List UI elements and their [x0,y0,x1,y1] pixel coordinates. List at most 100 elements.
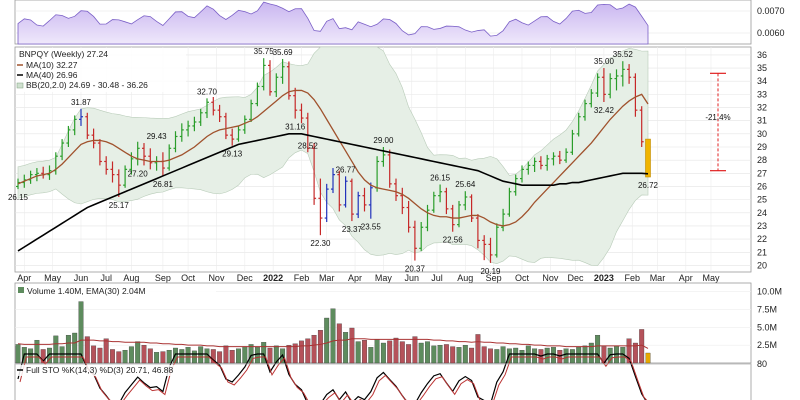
ohlc-bar [312,143,317,205]
legend-ma40: MA(40) 26.96 [26,70,78,80]
volume-bar [217,351,223,364]
last-bar-body [645,138,651,178]
volume-bar [588,342,594,364]
volume-panel: 10.0M 7.5M 5.0M 2.5M Volume 1.40M, EMA(30) … [14,282,782,364]
volume-bar [34,339,40,364]
ohlc-bar [494,223,499,258]
price-tick-label: 30 [757,129,767,139]
price-annotation: 32.42 [594,106,615,115]
ohlc-bar [318,178,323,236]
ohlc-bar [305,112,310,153]
ohlc-bar [526,161,531,175]
ohlc-bar [91,128,96,149]
x-axis-label: Sep [486,273,502,283]
ohlc-bar [337,170,342,212]
x-axis-label: Oct [181,273,196,283]
volume-bar [450,346,456,364]
x-axis-label: Jun [404,273,419,283]
volume-bar [135,341,141,364]
x-axis-label: Mar [319,273,335,283]
price-annotation: 26.81 [153,180,174,189]
top-panel: 0.0070 0.0060 [14,0,785,45]
volume-bar [380,342,386,364]
legend-bb: BB(20,2.0) 24.69 - 30.48 - 36.26 [26,80,148,90]
ohlc-bar [576,112,581,137]
volume-bar [481,346,487,364]
ohlc-bar [488,237,493,263]
x-axis-label: Apr [348,273,362,283]
price-tick-label: 32 [757,103,767,113]
ohlc-bars [16,58,651,263]
x-axis-label: Dec [237,273,254,283]
x-axis-label: May [702,273,720,283]
ohlc-bar [545,154,550,171]
volume-bar [15,344,21,364]
ohlc-bar [349,178,354,222]
x-axis-label: May [375,273,393,283]
volume-bar [311,334,317,364]
ohlc-bar [583,99,587,121]
volume-bar [500,346,506,364]
legend-symbol: BNPQY (Weekly) 27.24 [19,49,108,59]
volume-bar [387,340,393,364]
volume-bar [393,337,399,364]
ohlc-bar [299,103,304,124]
ohlc-bar [356,191,361,219]
ohlc-bar [167,144,172,171]
price-tick-label: 20 [757,260,767,270]
volume-bar [437,344,443,364]
x-axis-label: Jul [100,273,112,283]
volume-bar [418,342,424,364]
ohlc-bar [595,73,600,97]
price-annotation: 32.70 [197,87,218,96]
volume-bar [166,349,172,364]
volume-bar [185,347,191,364]
price-annotation: 26.77 [336,165,357,174]
volume-bar [160,351,166,364]
volume-bar [141,344,147,364]
volume-bar [128,346,134,364]
price-annotation: 22.30 [310,239,331,248]
volume-bar [84,336,90,364]
volume-bar [154,352,160,364]
volume-bar [469,347,475,364]
price-annotation: 26.15 [430,174,451,183]
volume-bar [336,323,342,364]
ohlc-bar [104,156,109,175]
volume-bar [97,347,103,364]
volume-ema-line [17,338,649,349]
volume-bar [305,338,311,364]
price-annotation: 26.72 [638,181,659,190]
ohlc-bar [564,148,569,163]
volume-bar [198,346,204,364]
ohlc-bar [116,169,121,197]
volume-bar [569,349,575,364]
ohlc-bar [601,68,606,102]
price-annotation: 35.52 [613,50,634,59]
volume-bar [368,347,374,364]
price-annotation: 31.16 [285,123,306,132]
price-annotation: 25.17 [109,201,130,210]
x-axis-label: Aug [457,273,473,283]
ohlc-bar [482,235,487,261]
ohlc-bar [123,165,128,188]
x-axis-label: Apr [17,273,31,283]
volume-tick-label: 5.0M [757,322,777,332]
ohlc-bar [34,168,39,182]
volume-bar [242,346,248,364]
ohlc-bar [438,184,443,203]
ohlc-bar [205,98,209,119]
volume-bar [59,346,65,364]
ohlc-bar [66,125,71,147]
ohlc-bar [293,87,298,119]
volume-bar [488,348,493,364]
legend-volume: Volume 1.40M, EMA(30) 2.04M [27,286,146,296]
ohlc-bar [249,99,254,122]
volume-bar [116,351,122,364]
ohlc-bar [223,112,228,140]
ohlc-bar [538,156,543,170]
price-annotation: 27.20 [128,169,149,178]
ohlc-bar [211,97,216,116]
volume-bar [544,347,550,364]
